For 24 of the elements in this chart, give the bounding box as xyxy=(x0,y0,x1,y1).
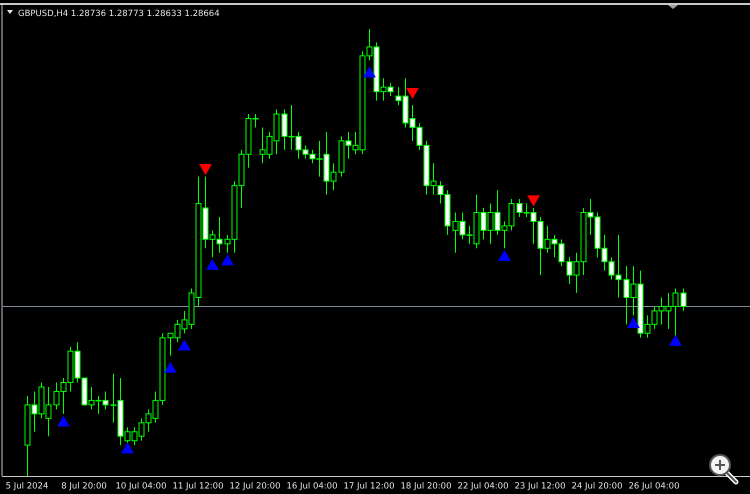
point xyxy=(178,339,191,350)
x-tick-label: 24 Jul 20:00 xyxy=(572,482,622,492)
point xyxy=(121,442,134,454)
x-tick-label: 5 Jul 2024 xyxy=(6,482,48,492)
x-tick-label: 26 Jul 04:00 xyxy=(628,482,680,492)
x-tick-label: 23 Jul 12:00 xyxy=(514,482,566,492)
chart-title: GBPUSD,H4 1.28736 1.28773 1.28633 1.28664 xyxy=(18,9,220,19)
x-tick-label: 10 Jul 04:00 xyxy=(116,482,166,492)
x-tick-label: 8 Jul 20:00 xyxy=(61,482,107,492)
x-tick-label: 11 Jul 12:00 xyxy=(172,482,224,492)
candlestick xyxy=(680,288,686,312)
point xyxy=(57,415,70,426)
x-tick-label: 16 Jul 04:00 xyxy=(286,482,338,492)
x-tick-label: 22 Jul 04:00 xyxy=(458,482,508,492)
x-tick-label: 18 Jul 20:00 xyxy=(400,482,452,492)
x-tick-label: 12 Jul 20:00 xyxy=(230,482,280,492)
point xyxy=(627,317,640,328)
point xyxy=(498,250,511,261)
point xyxy=(363,66,376,78)
point xyxy=(164,362,177,373)
point xyxy=(206,258,219,270)
point xyxy=(669,334,682,346)
point xyxy=(221,254,234,266)
x-tick-label: 17 Jul 12:00 xyxy=(344,482,394,492)
